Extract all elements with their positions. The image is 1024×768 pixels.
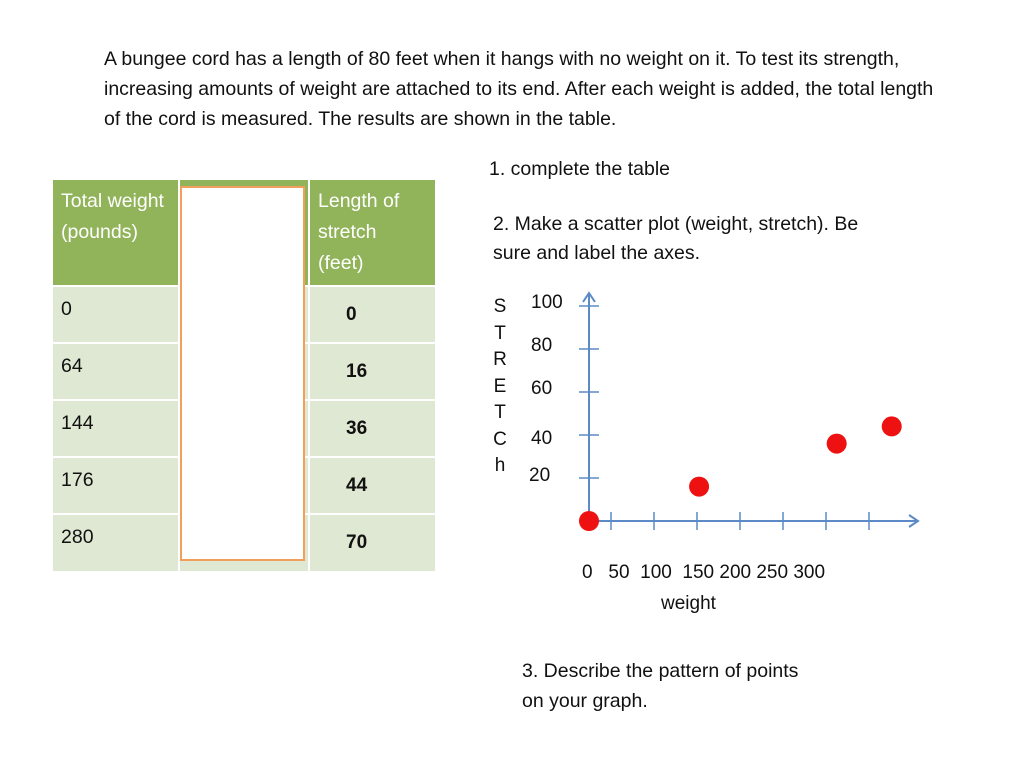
plot-points	[579, 416, 902, 531]
problem-statement: A bungee cord has a length of 80 feet wh…	[104, 48, 934, 130]
blank-answer-column-box[interactable]	[180, 186, 305, 561]
y-axis-label-letter: E	[493, 375, 507, 397]
header-total-weight: Total weight (pounds)	[53, 180, 179, 286]
y-axis-label-letter: C	[493, 428, 507, 450]
weight-cell: 0	[53, 285, 179, 343]
stretch-cell: 36	[308, 399, 435, 457]
scatter-point	[689, 476, 710, 497]
plot-axes	[579, 291, 920, 530]
scatter-point	[881, 416, 902, 437]
header-length-of-stretch: Length of stretch (feet)	[308, 180, 435, 286]
stretch-cell: 44	[308, 456, 435, 514]
x-tick-label: 200	[719, 562, 752, 583]
stretch-cell: 0	[308, 285, 435, 343]
weight-cell: 64	[53, 342, 179, 400]
weight-cell: 176	[53, 456, 179, 514]
y-tick-label: 100	[531, 292, 563, 313]
x-tick-label: 50	[608, 562, 630, 583]
y-tick-label: 60	[531, 378, 553, 399]
scatter-point	[579, 511, 599, 531]
y-axis-label-letter: R	[493, 349, 507, 370]
x-tick-label: 0	[582, 562, 593, 583]
y-axis-arrow-icon	[582, 291, 596, 303]
y-axis-label-letter: T	[494, 322, 506, 344]
x-axis-arrow-icon	[908, 514, 920, 528]
y-tick-label: 80	[531, 335, 553, 356]
y-axis-label-letter: h	[494, 455, 506, 476]
y-tick-label: 20	[529, 465, 551, 486]
x-tick-label: 100	[640, 562, 672, 583]
question-1: 1. complete the table	[489, 158, 671, 180]
stretch-cell: 16	[308, 342, 435, 400]
x-tick-labels: 0 50 100 150 200 250 300	[582, 562, 825, 584]
y-axis-label-letter: S	[493, 296, 507, 317]
question-3: 3. Describe the pattern of points on you…	[522, 660, 799, 712]
x-tick-label: 150	[682, 562, 715, 583]
x-tick-label: 250	[756, 562, 789, 583]
x-tick-label: 300	[793, 562, 826, 583]
weight-cell: 144	[53, 399, 179, 457]
x-axis-label: weight	[661, 593, 716, 614]
scatter-point	[826, 433, 847, 454]
y-tick-label: 40	[531, 428, 553, 449]
y-axis-label-letter: T	[494, 402, 506, 423]
weight-cell: 280	[53, 513, 179, 571]
stretch-cell: 70	[308, 513, 435, 571]
y-axis-label: S T R E T C h	[490, 294, 510, 480]
question-2: 2. Make a scatter plot (weight, stretch)…	[493, 213, 859, 264]
